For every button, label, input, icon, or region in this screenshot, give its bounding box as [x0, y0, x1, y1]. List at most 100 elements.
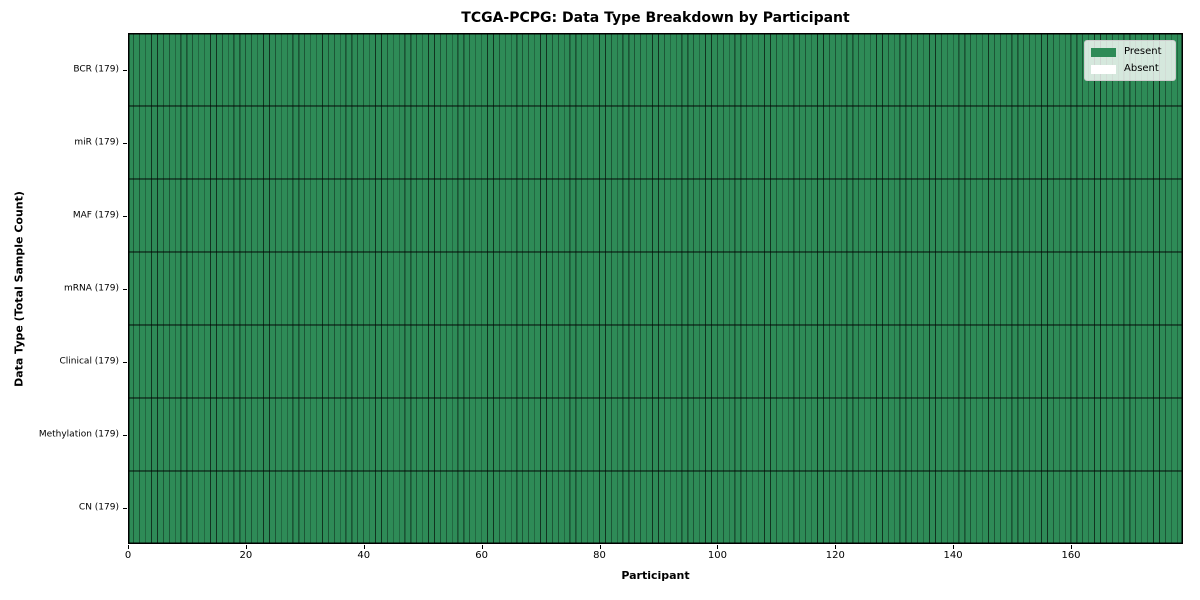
heatmap-cell — [1141, 324, 1148, 399]
heatmap-cell — [269, 33, 276, 107]
heatmap-cell — [133, 397, 141, 472]
heatmap-cell — [970, 324, 978, 399]
heatmap-cell — [198, 470, 205, 544]
heatmap-cell — [634, 33, 642, 107]
heatmap-cell — [640, 324, 648, 399]
heatmap-cell — [451, 33, 459, 107]
heatmap-cell — [687, 470, 695, 544]
heatmap-cell — [404, 105, 412, 180]
heatmap-cell — [481, 251, 488, 326]
heatmap-cell — [557, 324, 565, 399]
heatmap-cell — [416, 470, 424, 544]
x-tick-label: 20 — [239, 550, 253, 561]
heatmap-cell — [151, 470, 158, 544]
heatmap-cell — [487, 470, 494, 544]
heatmap-cell — [493, 324, 500, 399]
heatmap-cell — [298, 397, 306, 472]
heatmap-cell — [964, 324, 972, 399]
heatmap-cell — [746, 33, 754, 107]
heatmap-cell — [245, 178, 253, 253]
heatmap-cell — [1023, 251, 1031, 326]
heatmap-cell — [1111, 470, 1119, 544]
heatmap-cell — [475, 324, 482, 399]
heatmap-cell — [322, 251, 329, 326]
heatmap-cell — [1141, 251, 1148, 326]
heatmap-cell — [852, 324, 860, 399]
heatmap-cell — [1035, 470, 1042, 544]
heatmap-cell — [876, 397, 883, 472]
x-tick-label: 120 — [825, 550, 845, 561]
heatmap-cell — [1017, 397, 1025, 472]
heatmap-cell — [463, 105, 471, 180]
heatmap-cell — [911, 324, 919, 399]
heatmap-cell — [935, 324, 942, 399]
heatmap-cell — [616, 178, 624, 253]
heatmap-cell — [752, 251, 759, 326]
heatmap-cell — [1129, 397, 1137, 472]
heatmap-cell — [1170, 105, 1178, 180]
heatmap-cell — [605, 178, 612, 253]
heatmap-cell — [540, 470, 547, 544]
heatmap-cell — [375, 324, 382, 399]
heatmap-cell — [333, 251, 341, 326]
heatmap-cell — [587, 33, 594, 107]
heatmap-cell — [817, 33, 824, 107]
heatmap-cell — [829, 470, 836, 544]
heatmap-cell — [693, 33, 701, 107]
heatmap-cell — [764, 470, 771, 544]
heatmap-cell — [498, 33, 506, 107]
heatmap-cell — [764, 324, 771, 399]
heatmap-cell — [540, 397, 547, 472]
heatmap-cell — [823, 470, 830, 544]
heatmap-cell — [481, 470, 488, 544]
heatmap-cell — [823, 105, 830, 180]
heatmap-cell — [758, 105, 765, 180]
heatmap-cell — [1088, 324, 1095, 399]
heatmap-cell — [457, 251, 465, 326]
heatmap-cell — [174, 105, 182, 180]
heatmap-cell — [628, 178, 636, 253]
heatmap-cell — [758, 324, 765, 399]
heatmap-cell — [793, 178, 801, 253]
heatmap-cell — [1011, 470, 1019, 544]
heatmap-cell — [186, 397, 194, 472]
heatmap-cell — [386, 33, 394, 107]
heatmap-cell — [227, 33, 235, 107]
heatmap-cell — [775, 251, 783, 326]
heatmap-cell — [681, 470, 689, 544]
heatmap-cell — [1164, 178, 1172, 253]
heatmap-cell — [711, 178, 718, 253]
heatmap-cell — [746, 105, 754, 180]
heatmap-cell — [316, 324, 323, 399]
x-tick-mark — [717, 545, 719, 549]
heatmap-cell — [1070, 105, 1078, 180]
heatmap-cell — [705, 397, 712, 472]
heatmap-cell — [952, 33, 960, 107]
heatmap-cell — [1088, 470, 1095, 544]
heatmap-cell — [722, 105, 730, 180]
heatmap-cell — [369, 251, 376, 326]
heatmap-cell — [1017, 33, 1025, 107]
heatmap-cell — [634, 324, 642, 399]
heatmap-cell — [911, 470, 919, 544]
heatmap-cell — [893, 251, 901, 326]
heatmap-cell — [434, 251, 441, 326]
heatmap-cell — [286, 324, 294, 399]
heatmap-cell — [787, 251, 795, 326]
heatmap-cell — [434, 33, 441, 107]
heatmap-cell — [145, 251, 152, 326]
heatmap-cell — [274, 33, 282, 107]
heatmap-cell — [669, 324, 677, 399]
y-tick-mark — [123, 215, 127, 217]
heatmap-cell — [487, 324, 494, 399]
heatmap-cell — [157, 324, 164, 399]
heatmap-cell — [1106, 105, 1113, 180]
heatmap-cell — [964, 105, 972, 180]
heatmap-cell — [787, 33, 795, 107]
heatmap-cell — [929, 251, 936, 326]
heatmap-cell — [663, 470, 671, 544]
heatmap-cell — [793, 397, 801, 472]
heatmap-cell — [941, 324, 948, 399]
heatmap-cell — [386, 251, 394, 326]
heatmap-cell — [174, 178, 182, 253]
